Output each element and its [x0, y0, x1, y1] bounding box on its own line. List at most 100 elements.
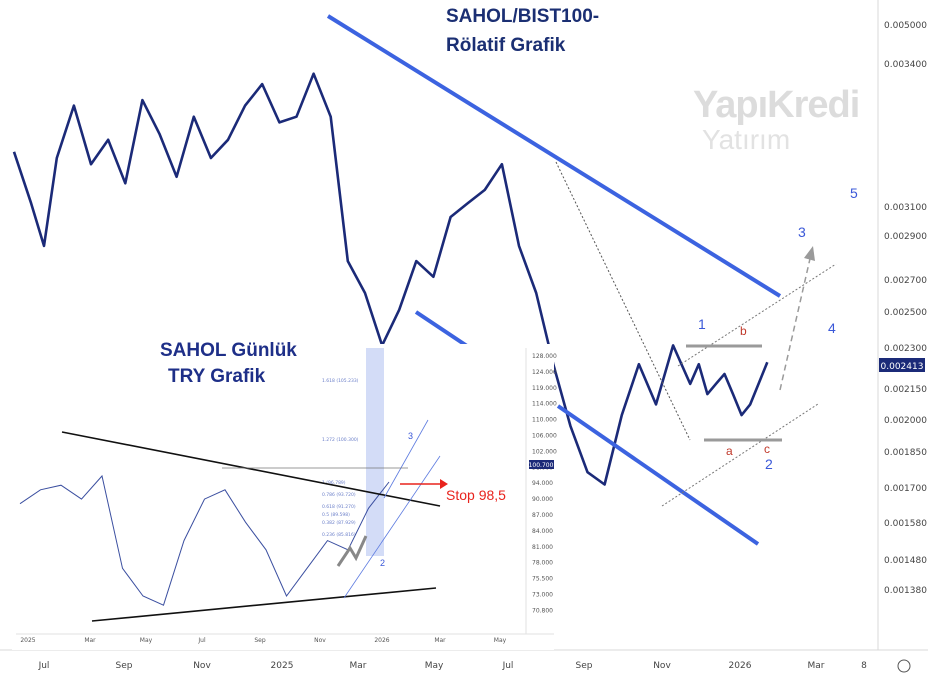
y-tick-label: 0.001480	[884, 556, 927, 566]
chart-title-line-2: Rölatif Grafik	[446, 35, 566, 56]
inset-y-tick-label: 124.000	[532, 369, 557, 376]
y-tick-label: 0.003400	[884, 60, 927, 70]
inset-fib-label: 0.382 (87.929)	[322, 520, 356, 526]
inset-current-badge	[529, 460, 554, 469]
lower-channel-line-left	[414, 310, 472, 350]
inset-channel-lower	[343, 455, 441, 599]
inset-y-tick-label: 90.000	[532, 496, 553, 503]
chart-title-line-1: SAHOL/BIST100-	[446, 6, 600, 27]
current-value-label: 0.002413	[881, 362, 924, 372]
inset-title-line-2: TRY Grafik	[168, 366, 266, 387]
x-axis-ticks: Jul Sep Nov 2025 Mar May Jul Sep Nov 2026 Mar 8	[38, 661, 868, 671]
y-tick-label: 0.001700	[884, 484, 927, 494]
inset-channel-upper	[383, 419, 429, 499]
wave-label-2: 2	[765, 456, 773, 472]
inset-fib-label: 0.786 (93.720)	[322, 492, 356, 498]
wave-label-1: 1	[698, 316, 706, 332]
x-tick-label: Jul	[38, 661, 50, 671]
inset-y-tick-label: 119.000	[532, 385, 557, 392]
inset-wave-label-3: 3	[408, 431, 414, 441]
inset-y-tick-label: 114.000	[532, 401, 557, 408]
x-tick-label: 2026	[729, 661, 752, 671]
inset-y-tick-label: 73.000	[532, 592, 553, 599]
trend-dotted-line	[555, 161, 691, 441]
inset-x-tick-label: 2026	[374, 637, 389, 644]
settings-icon[interactable]	[897, 659, 911, 673]
wave-label-c: c	[764, 442, 770, 456]
inset-y-tick-label: 81.000	[532, 544, 553, 551]
inset-y-tick-label: 102.000	[532, 448, 557, 455]
x-tick-label: Sep	[116, 661, 133, 671]
inset-y-tick-label: 128.000	[532, 353, 557, 360]
y-tick-label: 0.002700	[884, 276, 927, 286]
inset-y-tick-label: 87.000	[532, 512, 553, 519]
y-tick-label: 0.002300	[884, 344, 927, 354]
wave-label-a: a	[726, 444, 733, 458]
inset-triangle-lower	[91, 587, 437, 622]
upper-parallel-dotted	[677, 263, 837, 367]
inset-x-tick-label: May	[140, 637, 153, 644]
inset-x-tick-label: Jul	[197, 637, 206, 644]
inset-fib-label: 0.618 (91.270)	[322, 504, 356, 510]
current-value-badge	[879, 358, 925, 372]
y-tick-label: 0.001580	[884, 519, 927, 529]
inset-y-tick-label: 94.000	[532, 480, 553, 487]
x-tick-label: 8	[861, 661, 867, 671]
inset-triangle-upper	[61, 431, 441, 507]
watermark-logo: YapıKredi	[693, 84, 860, 126]
inset-x-tick-label: Sep	[254, 637, 266, 644]
x-tick-label: Sep	[576, 661, 593, 671]
inset-fib-zone	[366, 348, 384, 556]
inset-current-label: 100.700	[529, 462, 554, 469]
inset-title-line-1: SAHOL Günlük	[160, 340, 297, 361]
wave-label-4: 4	[828, 320, 836, 336]
y-tick-label: 0.005000	[884, 21, 927, 31]
y-tick-label: 0.003100	[884, 203, 927, 213]
inset-y-tick-label: 75.500	[532, 576, 553, 583]
stop-arrow-head	[440, 479, 448, 489]
series-line	[12, 72, 769, 486]
x-tick-label: 2025	[271, 661, 294, 671]
inset-y-tick-label: 78.000	[532, 560, 553, 567]
inset-fib-label: 0.5 (89.598)	[322, 512, 350, 518]
x-tick-label: Nov	[193, 661, 211, 671]
projection-arrow-head	[804, 246, 815, 261]
inset-y-tick-label: 110.000	[532, 417, 557, 424]
x-tick-label: May	[425, 661, 444, 671]
inset-x-tick-label: May	[494, 637, 507, 644]
lower-channel-line-right	[556, 404, 760, 546]
wave-label-b: b	[740, 324, 747, 338]
upper-channel-line	[326, 14, 782, 298]
inset-fib-label: 1.618 (105.233)	[322, 378, 359, 384]
inset-y-tick-label: 106.000	[532, 433, 557, 440]
inset-fib-label: 1 (96.789)	[322, 480, 346, 486]
inset-chart-panel	[12, 344, 554, 650]
y-tick-label: 0.002000	[884, 416, 927, 426]
inset-x-tick-label: Mar	[434, 637, 446, 644]
inset-fib-label: 1.272 (100.300)	[322, 437, 359, 443]
inset-y-tick-label: 70.800	[532, 607, 553, 614]
lower-parallel-dotted	[661, 403, 819, 507]
inset-series-line	[19, 474, 390, 606]
y-tick-label: 0.001380	[884, 586, 927, 596]
inset-wave-label-2: 2	[380, 558, 386, 568]
projection-arrow	[779, 249, 813, 391]
inset-x-tick-label: 2025	[20, 637, 35, 644]
x-tick-label: Nov	[653, 661, 671, 671]
x-tick-label: Mar	[350, 661, 367, 671]
y-tick-label: 0.002900	[884, 232, 927, 242]
wave-label-5: 5	[850, 185, 858, 201]
y-tick-label: 0.002500	[884, 308, 927, 318]
wave-label-3: 3	[798, 224, 806, 240]
stop-label: Stop 98,5	[446, 487, 506, 503]
inset-x-ticks: 2025 Mar May Jul Sep Nov 2026 Mar May	[20, 637, 506, 644]
y-axis-ticks: 0.005000 0.003400 0.003100 0.002900 0.002700…	[884, 21, 927, 596]
inset-wave-mark	[336, 535, 368, 567]
x-tick-label: Mar	[808, 661, 825, 671]
watermark-sub: Yatırım	[702, 124, 791, 155]
inset-y-tick-label: 84.000	[532, 528, 553, 535]
inset-x-tick-label: Mar	[84, 637, 96, 644]
x-tick-label: Jul	[502, 661, 514, 671]
inset-fib-labels: 1.618 (105.233) 1.272 (100.300) 1 (96.789)…	[322, 378, 359, 538]
